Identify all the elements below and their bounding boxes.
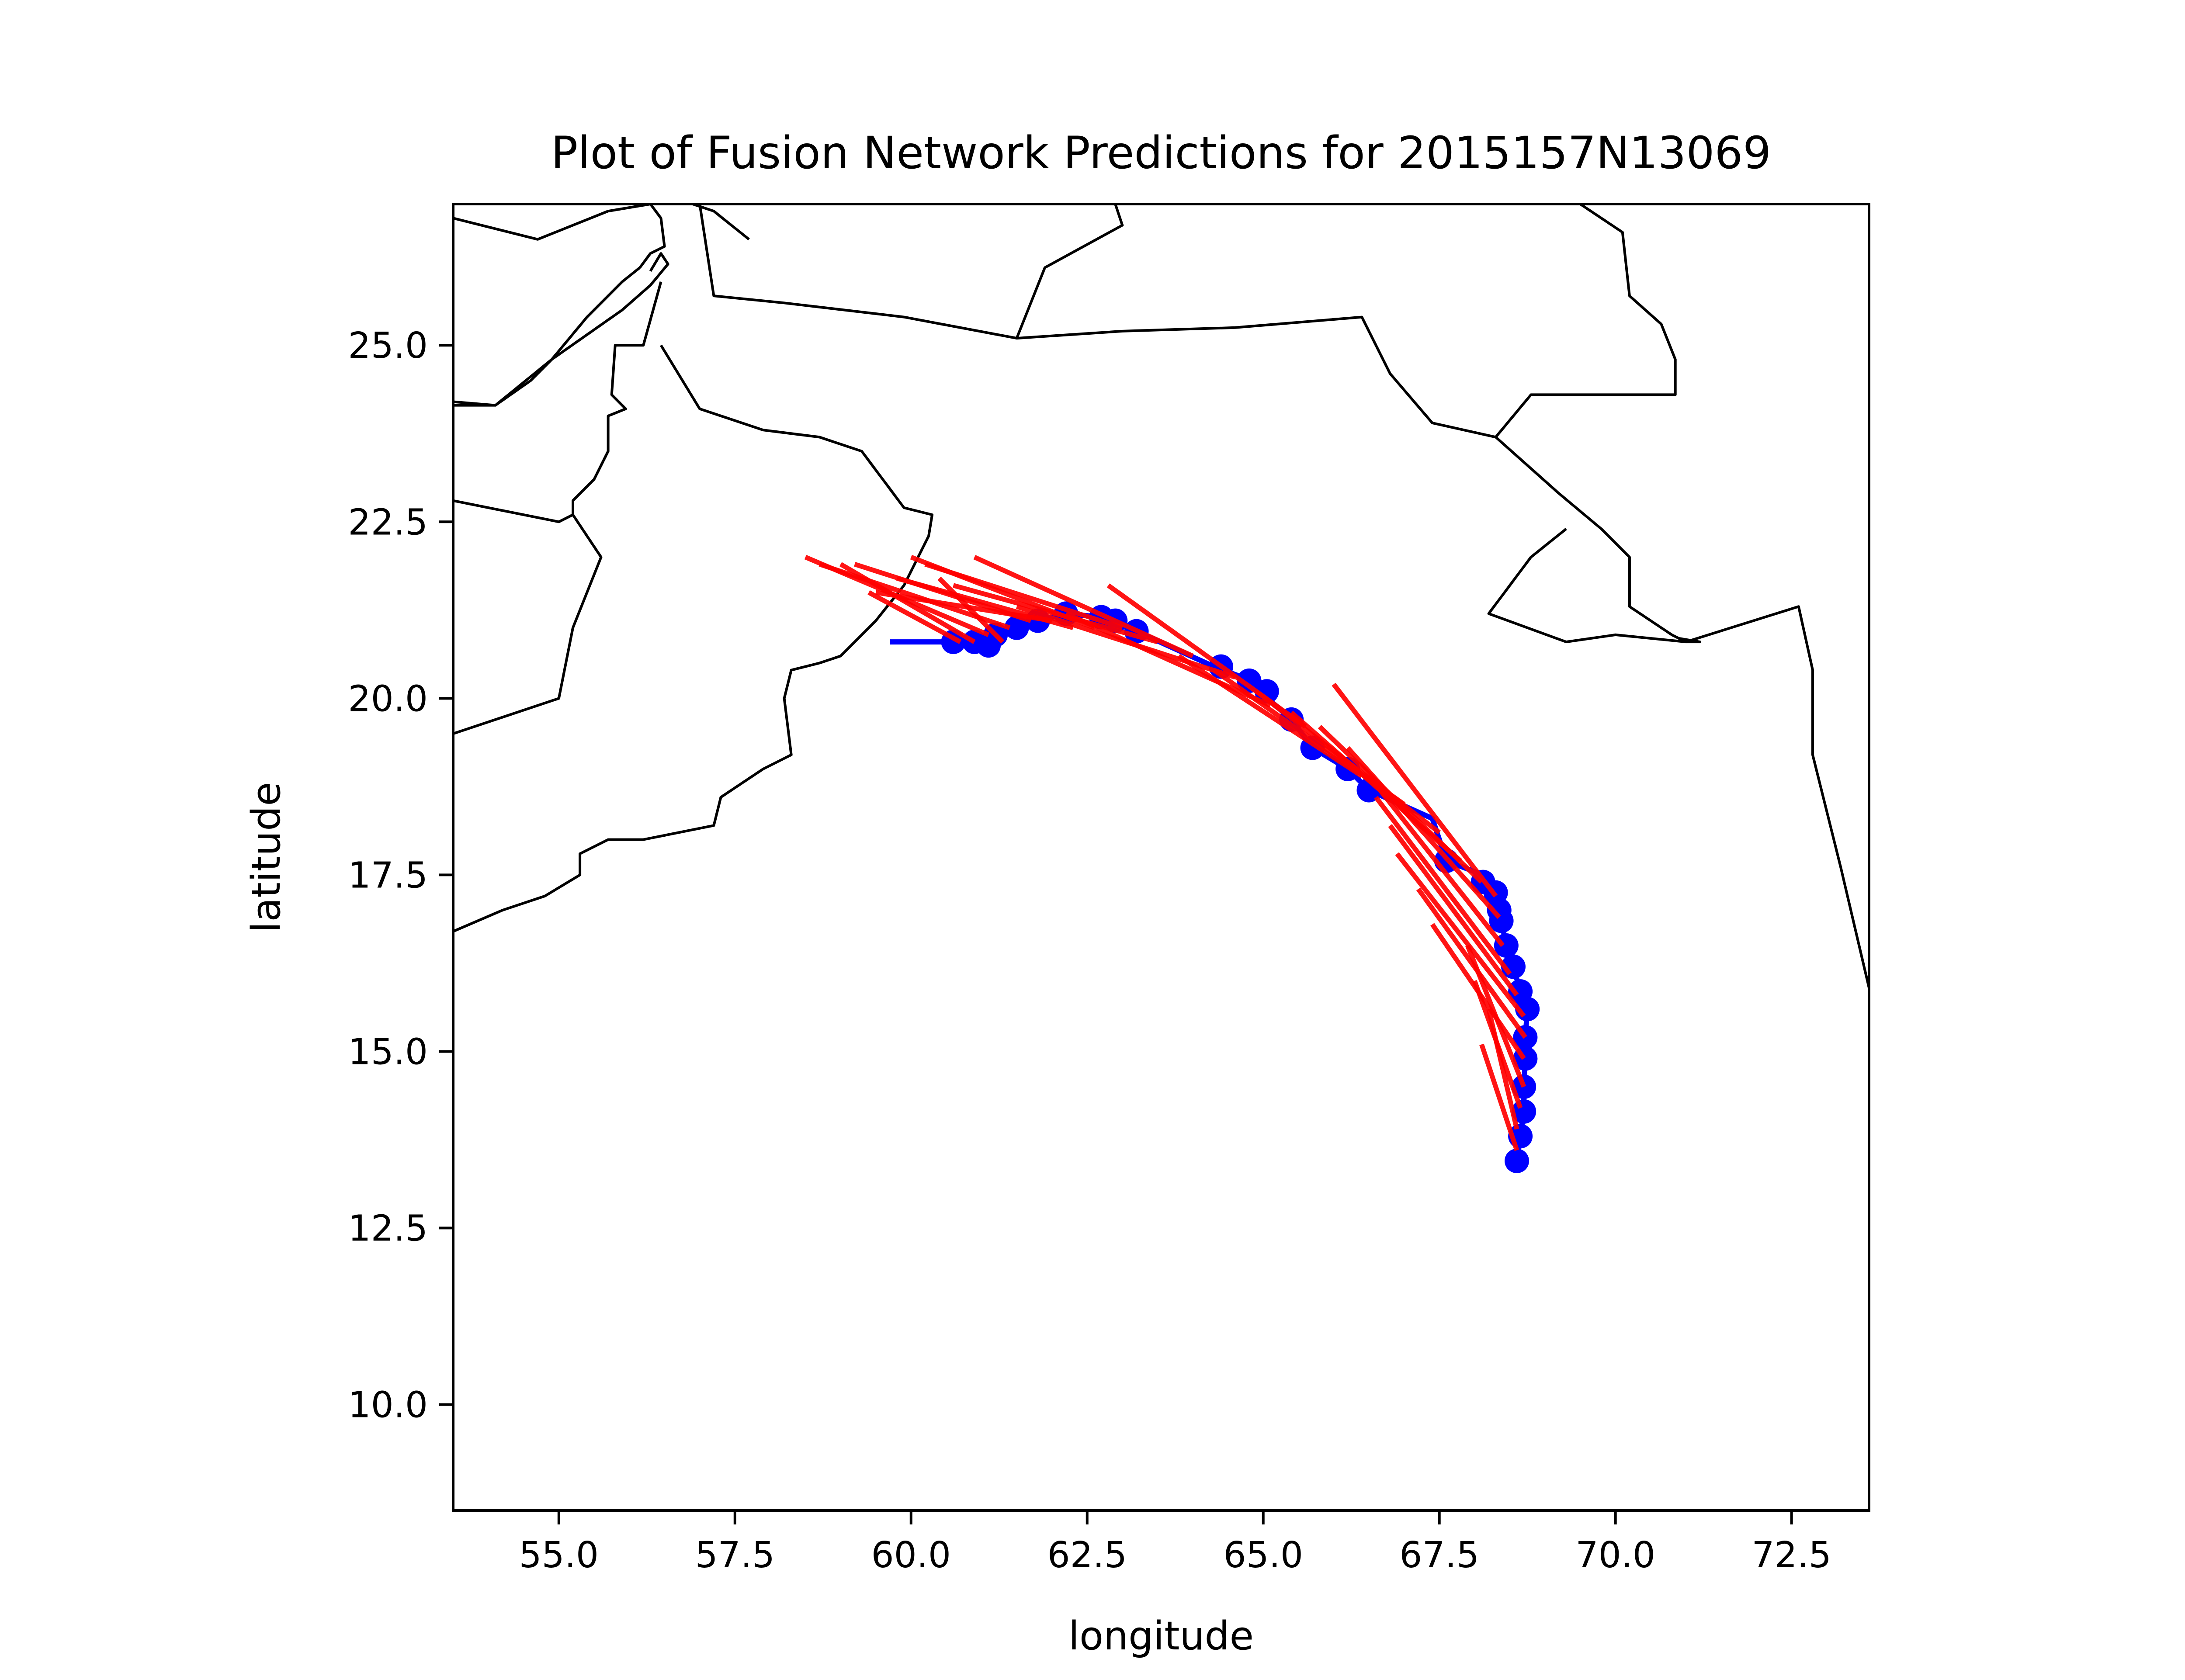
y-tick-label: 17.5: [348, 855, 428, 896]
x-tick-label: 60.0: [871, 1535, 951, 1576]
plot-frame: [452, 203, 1870, 1512]
x-tick-label: 72.5: [1751, 1535, 1831, 1576]
prediction-line: [1395, 852, 1526, 1018]
y-tick-label: 15.0: [348, 1031, 428, 1073]
coastline-layer: [453, 204, 1869, 988]
track-point: [1237, 668, 1262, 693]
coastline-5: [453, 499, 574, 523]
track-point: [1004, 615, 1029, 640]
prediction-line: [1374, 796, 1512, 976]
coastline-3: [453, 267, 641, 407]
coastline-9: [1495, 204, 1677, 438]
y-tick-label: 22.5: [348, 502, 428, 543]
y-tick-label: 12.5: [348, 1208, 428, 1250]
prediction-line: [1479, 1043, 1519, 1151]
prediction-line: [910, 554, 1095, 630]
x-tick-label: 65.0: [1223, 1535, 1303, 1576]
track-point: [1508, 979, 1533, 1004]
prediction-line: [1065, 611, 1272, 708]
prediction-line: [1367, 774, 1505, 947]
coastline-6: [453, 344, 934, 933]
prediction-line: [1388, 824, 1519, 997]
x-tick-label: 62.5: [1047, 1535, 1127, 1576]
y-axis-ticks: 10.0 12.5 15.0 17.5 20.0 22.5 25.0: [348, 325, 453, 1426]
prediction-line: [839, 562, 976, 644]
coastline-10: [1487, 528, 1869, 988]
y-axis-label: latitude: [243, 782, 289, 932]
x-axis-ticks: 55.0 57.5 60.0 62.5 65.0 67.5 70.0 72.5: [519, 1510, 1831, 1576]
x-tick-label: 67.5: [1399, 1535, 1479, 1576]
x-tick-label: 57.5: [695, 1535, 775, 1576]
coastline-4: [453, 281, 662, 735]
prediction-layer: [804, 554, 1527, 1151]
prediction-line: [1332, 682, 1498, 898]
track-point: [1505, 1148, 1530, 1173]
x-axis-label: longitude: [1068, 1613, 1254, 1659]
prediction-line: [1430, 923, 1526, 1060]
x-tick-label: 70.0: [1575, 1535, 1655, 1576]
x-tick-label: 55.0: [519, 1535, 599, 1576]
coastline-1: [638, 204, 666, 269]
prediction-line: [1016, 604, 1236, 680]
y-tick-label: 10.0: [348, 1385, 428, 1426]
prediction-line: [1472, 980, 1523, 1109]
coastline-0: [453, 204, 750, 241]
coastline-8: [1015, 204, 1124, 339]
chart-title: Plot of Fusion Network Predictions for 2…: [551, 127, 1771, 179]
prediction-line: [867, 590, 962, 644]
coastline-7: [698, 204, 1702, 644]
prediction-line: [854, 562, 1032, 623]
y-tick-label: 20.0: [348, 678, 428, 720]
prediction-line: [937, 576, 1005, 644]
y-tick-label: 25.0: [348, 325, 428, 367]
prediction-line: [1416, 887, 1527, 1039]
prediction-line: [1106, 583, 1307, 729]
